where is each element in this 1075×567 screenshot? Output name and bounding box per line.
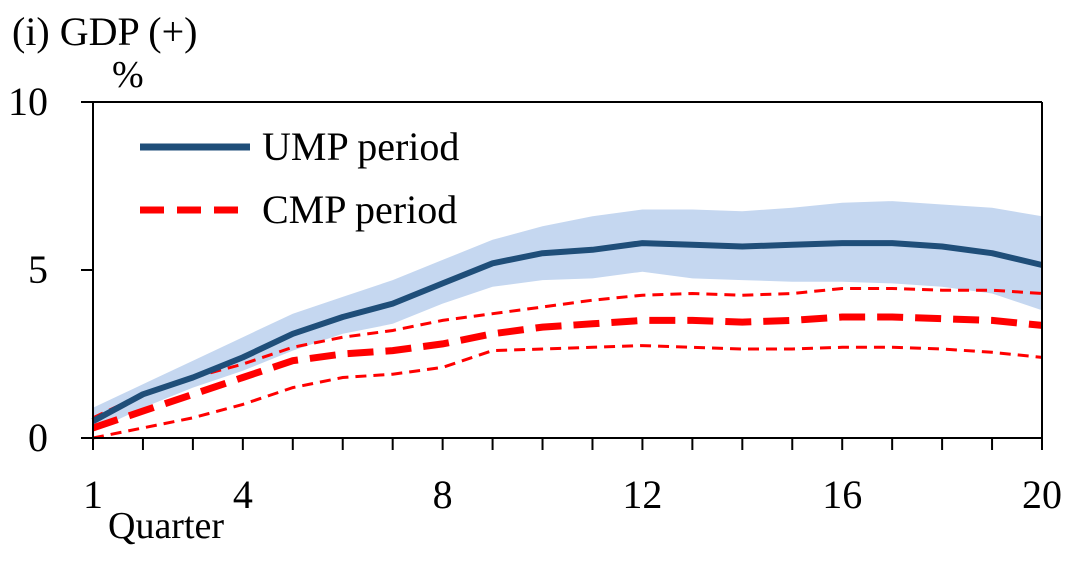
cmp-upper-bound-line [92,287,1043,420]
x-tick-label: 8 [433,472,453,517]
y-tick-label: 0 [28,415,48,460]
x-tick-label: 12 [622,472,662,517]
ump-series-line [91,240,1043,424]
cmp-series-line [91,313,1043,432]
legend-label-cmp: CMP period [262,187,457,232]
y-tick-label: 10 [8,79,48,124]
ump-confidence-band [93,201,1042,432]
legend-label-ump: UMP period [262,124,459,169]
x-tick-label: 1 [83,472,103,517]
plot-area: 1 4 8 12 16 20 0 5 10 UMP period CMP period [8,79,1062,517]
cmp-lower-bound-line [92,344,1043,440]
chart-title: (i) GDP (+) [12,9,198,54]
x-axis-label: Quarter [108,505,224,547]
x-tick-label: 4 [233,472,253,517]
x-tick-label: 20 [1022,472,1062,517]
y-axis-unit: % [112,54,144,96]
y-tick-label: 5 [28,247,48,292]
x-tick-label: 16 [822,472,862,517]
